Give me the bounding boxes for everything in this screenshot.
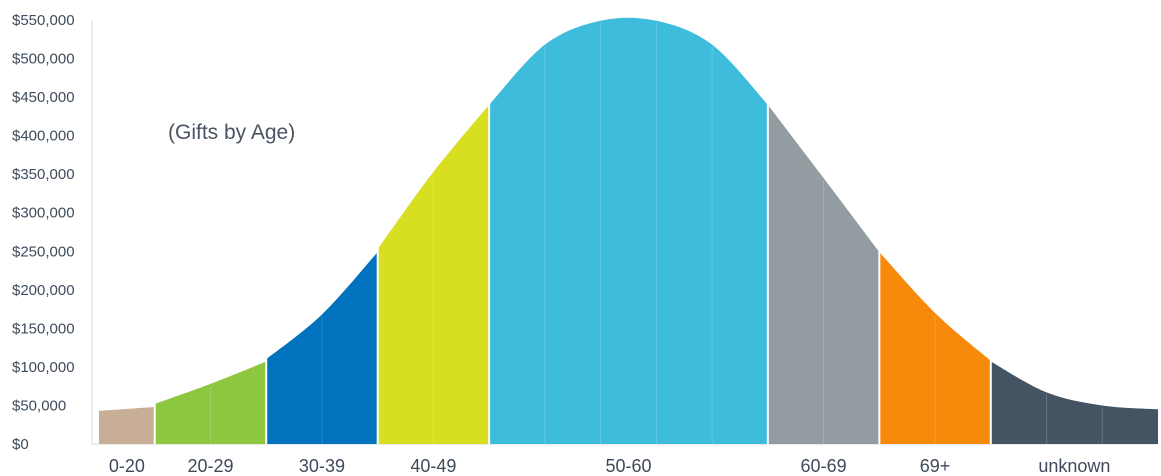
area-segments bbox=[99, 17, 1158, 445]
y-tick-label: $250,000 bbox=[12, 243, 75, 260]
x-tick-label: 30-39 bbox=[299, 456, 345, 476]
x-tick-label: 0-20 bbox=[109, 456, 145, 476]
y-tick-label: $50,000 bbox=[12, 397, 66, 414]
segment-area-50-60 bbox=[489, 17, 768, 444]
y-tick-label: $450,000 bbox=[12, 89, 75, 106]
chart-annotation: (Gifts by Age) bbox=[168, 121, 295, 144]
y-tick-label: $200,000 bbox=[12, 282, 75, 299]
x-tick-label: 20-29 bbox=[187, 456, 233, 476]
y-tick-label: $350,000 bbox=[12, 166, 75, 183]
segment-area-40-49 bbox=[377, 104, 490, 445]
segment-area-20-29 bbox=[154, 361, 267, 444]
segment-area-unknown bbox=[990, 361, 1158, 444]
x-tick-label: 50-60 bbox=[605, 456, 651, 476]
segment-area-69- bbox=[879, 252, 991, 444]
segment-area-0-20 bbox=[99, 407, 155, 444]
segment-area-60-69 bbox=[767, 104, 880, 445]
y-tick-label: $150,000 bbox=[12, 320, 75, 337]
x-tick-label: 60-69 bbox=[801, 456, 847, 476]
y-tick-label: $100,000 bbox=[12, 359, 75, 376]
y-tick-label: $550,000 bbox=[12, 12, 75, 29]
x-tick-label: 40-49 bbox=[410, 456, 456, 476]
y-tick-label: $300,000 bbox=[12, 205, 75, 222]
y-axis: $0 $50,000 $100,000 $150,000 $200,000 $250,00… bbox=[12, 12, 1158, 453]
segment-area-30-39 bbox=[266, 252, 378, 444]
x-axis: 0-20 20-29 30-39 40-49 50-60 60-69 69+ unknown bbox=[109, 456, 1111, 476]
y-tick-label: $500,000 bbox=[12, 51, 75, 68]
x-tick-label: unknown bbox=[1038, 456, 1110, 476]
y-tick-label: $400,000 bbox=[12, 128, 75, 145]
y-tick-label: $0 bbox=[12, 436, 29, 453]
x-tick-label: 69+ bbox=[920, 456, 951, 476]
